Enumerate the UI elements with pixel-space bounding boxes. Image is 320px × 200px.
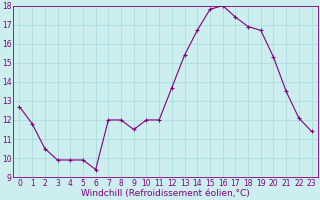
X-axis label: Windchill (Refroidissement éolien,°C): Windchill (Refroidissement éolien,°C) [81,189,250,198]
